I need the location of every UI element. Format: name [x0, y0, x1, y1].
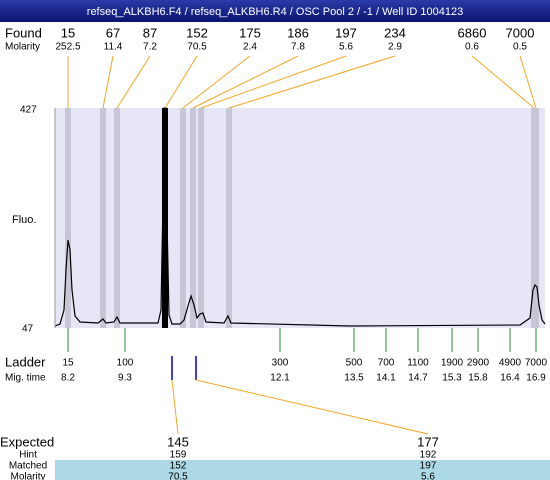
found-molarity: 0.6 [465, 42, 479, 53]
ladder-size: 1100 [407, 358, 429, 369]
matched-value: 197 [420, 461, 437, 472]
expected-label: Expected [0, 434, 54, 449]
found-molarity: 0.5 [513, 42, 527, 53]
found-molarity: 7.8 [291, 42, 305, 53]
found-size: 7000 [506, 25, 535, 40]
plot-area [55, 108, 545, 328]
expected-size: 177 [417, 434, 439, 449]
ladder-size: 300 [272, 358, 289, 369]
found-size: 175 [239, 25, 261, 40]
found-molarity: 70.5 [187, 42, 207, 53]
peak-connector [471, 55, 535, 109]
peak-connector [200, 55, 347, 109]
ladder-time: 9.3 [118, 373, 132, 384]
found-size: 152 [186, 25, 208, 40]
ladder-size: 4900 [499, 358, 522, 369]
hint-label: Hint [19, 450, 37, 461]
found-molarity: 11.4 [104, 42, 123, 53]
y-top-label: 427 [20, 105, 37, 116]
peak-connector [102, 55, 114, 109]
found-size: 197 [335, 25, 357, 40]
ladder-time: 15.3 [442, 373, 462, 384]
peak-band [114, 108, 120, 328]
peak-band [65, 108, 71, 328]
expected-molarity-label: Molarity [10, 472, 45, 480]
ladder-size: 700 [378, 358, 395, 369]
peak-band [533, 108, 539, 328]
mig-time-label: Mig. time [5, 373, 46, 384]
expected-connector [171, 379, 179, 435]
header-title: refseq_ALKBH6.F4 / refseq_ALKBH6.R4 / OS… [87, 6, 463, 18]
ladder-time: 16.4 [500, 373, 520, 384]
molarity-label: Molarity [5, 42, 40, 53]
peak-band [100, 108, 106, 328]
ladder-size: 7000 [525, 358, 548, 369]
ladder-time: 12.1 [270, 373, 290, 384]
y-axis-label: Fluo. [12, 214, 36, 226]
found-molarity: 7.2 [143, 42, 157, 53]
ladder-size: 2900 [467, 358, 490, 369]
ladder-time: 14.1 [376, 373, 396, 384]
molarity-value: 5.6 [421, 472, 435, 480]
ladder-size: 100 [117, 358, 134, 369]
found-size: 67 [106, 25, 120, 40]
found-molarity: 2.9 [388, 42, 402, 53]
ladder-time: 14.7 [408, 373, 428, 384]
molarity-value: 70.5 [168, 472, 188, 480]
ladder-time: 15.8 [468, 373, 488, 384]
expected-size: 145 [167, 434, 189, 449]
trace [54, 107, 546, 327]
hint-value: 159 [170, 450, 187, 461]
found-size: 6860 [458, 25, 487, 40]
found-molarity: 5.6 [339, 42, 353, 53]
ladder-time: 13.5 [344, 373, 364, 384]
ladder-time: 8.2 [61, 373, 75, 384]
found-molarity: 2.4 [243, 42, 257, 53]
found-size: 87 [143, 25, 157, 40]
peak-connector [164, 55, 198, 109]
peak-connector [228, 55, 396, 109]
header-bar [0, 0, 550, 22]
hint-value: 192 [420, 450, 437, 461]
found-size: 234 [384, 25, 406, 40]
peak-connector [192, 55, 299, 109]
peak-band [162, 108, 168, 328]
found-size: 15 [61, 25, 75, 40]
ladder-size: 1900 [441, 358, 464, 369]
matched-label: Matched [9, 461, 47, 472]
peak-band [190, 108, 196, 328]
found-label: Found [5, 25, 42, 40]
peak-band [180, 108, 186, 328]
found-molarity: 252.5 [55, 42, 80, 53]
peak-connector [182, 55, 251, 109]
peak-connector [519, 55, 537, 109]
found-size: 186 [287, 25, 309, 40]
expected-connector [195, 379, 429, 435]
peak-band [198, 108, 204, 328]
ladder-size: 500 [346, 358, 363, 369]
ladder-label: Ladder [5, 354, 46, 369]
peak-band [226, 108, 232, 328]
matched-value: 152 [170, 461, 187, 472]
matched-band [55, 460, 550, 480]
y-bottom-label: 47 [22, 324, 34, 335]
ladder-time: 16.9 [526, 373, 546, 384]
peak-connector [116, 55, 151, 109]
ladder-size: 15 [62, 358, 74, 369]
